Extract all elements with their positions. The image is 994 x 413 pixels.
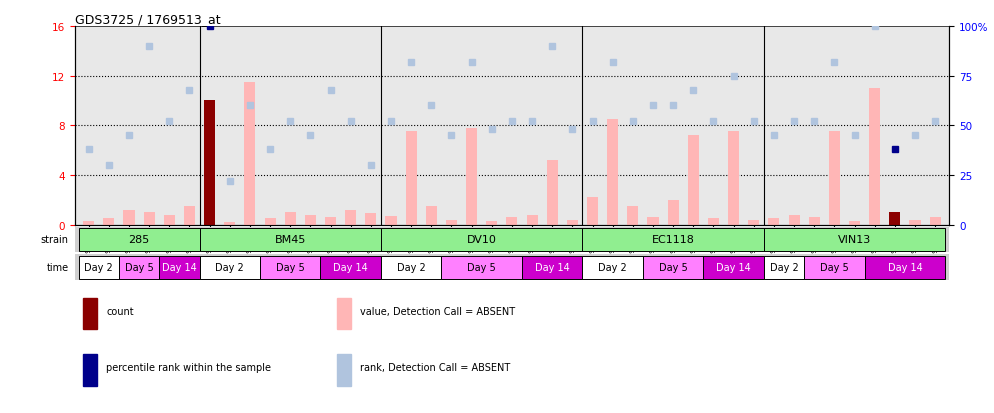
- Bar: [527, 215, 538, 225]
- Bar: [245, 83, 255, 225]
- Bar: [768, 219, 779, 225]
- Bar: [763, 228, 945, 252]
- Text: rank, Detection Call = ABSENT: rank, Detection Call = ABSENT: [360, 362, 510, 372]
- Bar: [260, 256, 320, 279]
- Bar: [466, 128, 477, 225]
- Bar: [708, 219, 719, 225]
- Bar: [83, 354, 97, 386]
- Text: Day 5: Day 5: [124, 262, 153, 272]
- Text: Day 2: Day 2: [84, 262, 113, 272]
- Bar: [320, 256, 381, 279]
- Text: Day 2: Day 2: [397, 262, 425, 272]
- Bar: [627, 206, 638, 225]
- Text: value, Detection Call = ABSENT: value, Detection Call = ABSENT: [360, 306, 515, 316]
- Bar: [668, 200, 679, 225]
- Bar: [804, 256, 865, 279]
- Text: Day 14: Day 14: [535, 262, 570, 272]
- Bar: [284, 213, 296, 225]
- Bar: [829, 132, 840, 225]
- Bar: [688, 136, 699, 225]
- Bar: [446, 220, 457, 225]
- Bar: [849, 221, 860, 225]
- Bar: [123, 210, 134, 225]
- Text: Day 5: Day 5: [659, 262, 688, 272]
- Bar: [910, 220, 920, 225]
- Bar: [865, 256, 945, 279]
- Text: Day 5: Day 5: [467, 262, 496, 272]
- Text: count: count: [106, 306, 133, 316]
- Text: strain: strain: [41, 235, 69, 244]
- Bar: [184, 206, 195, 225]
- Text: percentile rank within the sample: percentile rank within the sample: [106, 362, 271, 372]
- Text: Day 5: Day 5: [275, 262, 304, 272]
- Text: 285: 285: [128, 235, 150, 244]
- Bar: [83, 299, 97, 330]
- Bar: [386, 216, 397, 225]
- Bar: [582, 256, 643, 279]
- Text: DV10: DV10: [467, 235, 497, 244]
- Bar: [869, 89, 881, 225]
- Bar: [728, 132, 740, 225]
- Bar: [547, 161, 558, 225]
- Text: time: time: [47, 262, 69, 272]
- Bar: [119, 256, 159, 279]
- Bar: [788, 215, 799, 225]
- Bar: [79, 256, 119, 279]
- Bar: [506, 218, 518, 225]
- Bar: [305, 215, 316, 225]
- Bar: [325, 218, 336, 225]
- Bar: [337, 299, 351, 330]
- Text: Day 2: Day 2: [598, 262, 627, 272]
- Bar: [381, 256, 441, 279]
- Text: Day 2: Day 2: [216, 262, 245, 272]
- Bar: [200, 228, 381, 252]
- Bar: [159, 256, 200, 279]
- Bar: [890, 213, 901, 225]
- Text: Day 14: Day 14: [717, 262, 751, 272]
- Bar: [406, 132, 416, 225]
- Bar: [381, 228, 582, 252]
- Bar: [522, 256, 582, 279]
- Bar: [337, 354, 351, 386]
- Text: Day 2: Day 2: [769, 262, 798, 272]
- Text: VIN13: VIN13: [838, 235, 871, 244]
- Bar: [567, 220, 578, 225]
- Bar: [225, 223, 236, 225]
- Bar: [763, 256, 804, 279]
- Bar: [204, 101, 215, 225]
- Bar: [704, 256, 763, 279]
- Bar: [748, 220, 759, 225]
- Bar: [582, 228, 763, 252]
- Bar: [345, 210, 356, 225]
- Bar: [647, 218, 659, 225]
- Text: Day 5: Day 5: [820, 262, 849, 272]
- Bar: [587, 198, 598, 225]
- Bar: [425, 206, 436, 225]
- Bar: [365, 214, 377, 225]
- Text: Day 14: Day 14: [162, 262, 197, 272]
- Bar: [607, 120, 618, 225]
- Bar: [929, 218, 940, 225]
- Bar: [809, 218, 820, 225]
- Text: BM45: BM45: [274, 235, 306, 244]
- Bar: [83, 221, 94, 225]
- Text: GDS3725 / 1769513_at: GDS3725 / 1769513_at: [75, 13, 221, 26]
- Bar: [264, 219, 275, 225]
- Bar: [643, 256, 704, 279]
- Text: Day 14: Day 14: [888, 262, 922, 272]
- Bar: [143, 213, 155, 225]
- Text: EC1118: EC1118: [652, 235, 695, 244]
- Bar: [200, 256, 260, 279]
- Bar: [441, 256, 522, 279]
- Bar: [164, 215, 175, 225]
- Text: Day 14: Day 14: [333, 262, 368, 272]
- Bar: [79, 228, 200, 252]
- Bar: [103, 219, 114, 225]
- Bar: [486, 221, 497, 225]
